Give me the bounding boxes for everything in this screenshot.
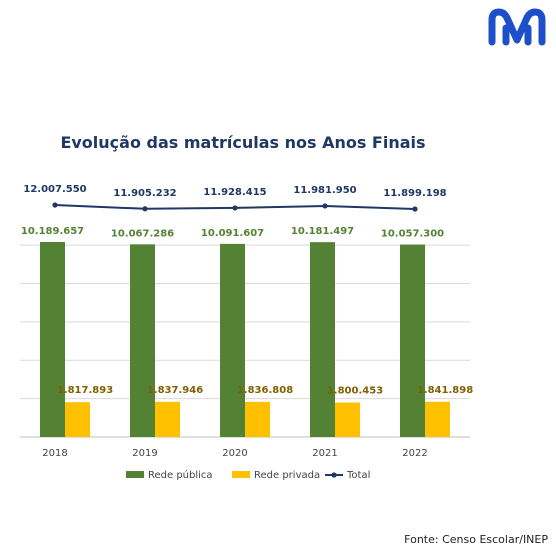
legend-swatch-rede-privada [232,471,250,478]
bar-rede-publica [310,242,335,437]
source-note: Fonte: Censo Escolar/INEP [404,533,548,546]
label-rede-privada: 1.836.808 [237,385,293,396]
label-rede-publica: 10.181.497 [291,226,354,237]
label-rede-privada: 1.837.946 [147,385,203,396]
point-total [232,205,238,211]
chart-x-ticks: 2018 2019 2020 2021 2022 [42,448,427,459]
chart-total-line [52,202,418,212]
bar-rede-privada [425,401,450,437]
bar-rede-privada [155,401,180,437]
label-rede-privada: 1.841.898 [417,385,473,396]
chart-bars [40,242,450,437]
label-total: 12.007.550 [23,184,86,195]
label-total: 11.905.232 [113,188,176,199]
legend-marker-total [331,472,337,478]
label-total: 11.928.415 [203,187,266,198]
point-total [52,202,58,208]
x-tick-label: 2022 [402,448,427,459]
point-total [142,206,148,212]
point-total [412,206,418,212]
legend-swatch-rede-publica [126,471,144,478]
bar-rede-publica [40,242,65,437]
legend-label-rede-publica: Rede pública [148,469,213,481]
label-rede-publica: 10.091.607 [201,228,264,239]
x-tick-label: 2018 [42,448,67,459]
label-rede-privada: 1.817.893 [57,385,113,396]
label-rede-publica: 10.057.300 [381,229,444,240]
point-total [322,203,328,209]
legend-label-rede-privada: Rede privada [254,470,320,481]
label-total: 11.981.950 [293,185,356,196]
bar-rede-privada [65,402,90,437]
label-total: 11.899.198 [383,188,446,199]
bar-rede-publica [130,244,155,437]
legend-label-total: Total [346,470,370,481]
bar-rede-publica [220,243,245,437]
bar-rede-privada [245,401,270,437]
chart-title: Evolução das matrículas nos Anos Finais [60,133,426,152]
x-tick-label: 2019 [132,448,157,459]
bar-rede-privada [335,402,360,437]
label-rede-privada: 1.800.453 [327,386,383,397]
x-tick-label: 2020 [222,448,247,459]
label-rede-publica: 10.189.657 [21,226,84,237]
chart-data-labels: 10.189.657 1.817.893 12.007.550 10.067.286 1… [21,184,473,397]
label-rede-publica: 10.067.286 [111,228,174,239]
brand-m-logo-icon [488,8,546,46]
chart-legend: Rede pública Rede privada Total [126,469,370,481]
x-tick-label: 2021 [312,448,337,459]
bar-rede-publica [400,244,425,437]
